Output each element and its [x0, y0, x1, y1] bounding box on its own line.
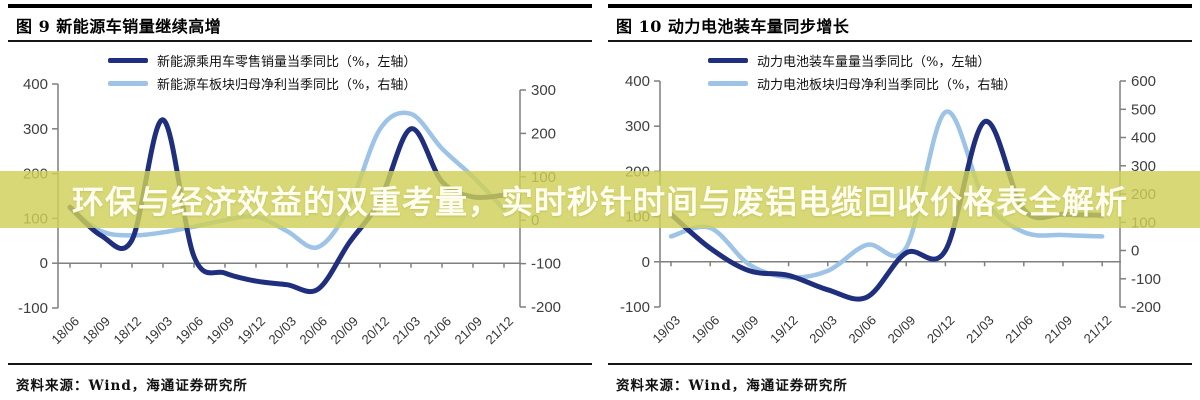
x-axis-label: 19/03 — [142, 314, 176, 348]
x-axis-label: 20/09 — [885, 313, 919, 347]
right-axis-tick-label: -200 — [531, 299, 561, 316]
figure-9-panel: 图 9 新能源车销量继续高增 4003002001000-10030020010… — [8, 0, 592, 400]
legend-item: 新能源乘用车零售销量当季同比（%，左轴） — [108, 49, 416, 72]
source-note: 资料来源：Wind，海通证券研究所 — [608, 363, 1192, 394]
banner-text: 环保与经济效益的双重考量，实时秒针时间与废铝电缆回收价格表全解析 — [71, 182, 1128, 221]
legend-label: 新能源车板块归母净利当季同比（%，右轴） — [157, 78, 417, 93]
x-axis-label: 20/06 — [846, 313, 880, 347]
x-axis-label: 19/09 — [204, 314, 238, 348]
x-axis-label: 21/09 — [452, 314, 486, 348]
x-axis-label: 21/06 — [1002, 313, 1036, 347]
right-axis-tick-label: 600 — [1131, 73, 1156, 90]
legend-line-swatch — [708, 58, 748, 63]
x-axis-label: 19/09 — [728, 313, 762, 347]
right-axis-tick-label: 400 — [1131, 130, 1156, 147]
series-line-light — [668, 109, 1105, 280]
series-line-light — [67, 110, 507, 250]
left-axis-tick-label: -100 — [18, 300, 48, 317]
left-axis-tick-label: 300 — [23, 121, 48, 138]
x-axis-label: 19/06 — [689, 313, 723, 347]
legend-label: 动力电池板块归母净利当季同比（%，右轴） — [757, 78, 1017, 93]
x-axis-label: 19/03 — [650, 313, 684, 347]
title-divider — [8, 40, 592, 42]
x-axis-label: 18/12 — [111, 314, 145, 348]
legend-line-swatch — [108, 58, 148, 63]
panel-top-rule — [608, 4, 1192, 8]
x-axis-label: 21/12 — [483, 314, 517, 348]
x-axis-label: 19/06 — [173, 314, 207, 348]
legend-label: 新能源乘用车零售销量当季同比（%，左轴） — [157, 55, 417, 70]
title-divider — [608, 40, 1192, 42]
legend-label: 动力电池装车量量当季同比（%，左轴） — [757, 55, 991, 70]
legend-item: 动力电池装车量量当季同比（%，左轴） — [708, 49, 1016, 72]
left-axis-tick-label: 400 — [625, 73, 650, 90]
x-axis-label: 21/03 — [963, 313, 997, 347]
right-axis-tick-label: -100 — [1131, 271, 1161, 288]
right-axis-tick-label: 300 — [531, 82, 556, 99]
left-axis-tick-label: 300 — [625, 118, 650, 135]
figure-title: 图 9 新能源车销量继续高增 — [16, 17, 222, 36]
left-axis-tick-label: 0 — [40, 255, 48, 272]
x-axis-label: 20/03 — [806, 313, 840, 347]
legend-item: 新能源车板块归母净利当季同比（%，右轴） — [108, 72, 416, 95]
legend-line-swatch — [708, 81, 748, 86]
legend-item: 动力电池板块归母净利当季同比（%，右轴） — [708, 72, 1016, 95]
right-axis-tick-label: -100 — [531, 256, 561, 273]
panel-top-rule — [8, 4, 592, 8]
x-axis-label: 21/12 — [1081, 313, 1115, 347]
x-axis-label: 20/09 — [328, 314, 362, 348]
x-axis-label: 20/12 — [924, 313, 958, 347]
right-axis-tick-label: 500 — [1131, 101, 1156, 118]
banner-overlay: 环保与经济效益的双重考量，实时秒针时间与废铝电缆回收价格表全解析 — [0, 171, 1200, 228]
right-axis-tick-label: -200 — [1131, 299, 1161, 316]
x-axis-label: 21/09 — [1042, 313, 1076, 347]
x-axis-label: 20/12 — [359, 314, 393, 348]
x-axis-label: 18/09 — [80, 314, 114, 348]
left-axis-tick-label: 400 — [23, 76, 48, 93]
x-axis-label: 19/12 — [767, 313, 801, 347]
x-axis-label: 20/03 — [266, 314, 300, 348]
source-note: 资料来源：Wind，海通证券研究所 — [8, 363, 592, 394]
x-axis-label: 19/12 — [235, 314, 269, 348]
right-axis-tick-label: 0 — [1131, 243, 1139, 260]
right-axis-tick-label: 200 — [531, 125, 556, 142]
left-axis-tick-label: -100 — [620, 299, 650, 316]
right-axis-tick-label: 300 — [1131, 158, 1156, 175]
line-chart: 4003002001000-1003002001000-100-20018/06… — [18, 76, 561, 348]
chart-legend: 动力电池装车量量当季同比（%，左轴） 动力电池板块归母净利当季同比（%，右轴） — [708, 49, 1016, 95]
legend-line-swatch — [108, 81, 148, 86]
x-axis-label: 21/06 — [421, 314, 455, 348]
x-axis-label: 18/06 — [49, 314, 83, 348]
figure-title: 图 10 动力电池装车量同步增长 — [616, 17, 850, 36]
x-axis-label: 21/03 — [390, 314, 424, 348]
chart-legend: 新能源乘用车零售销量当季同比（%，左轴） 新能源车板块归母净利当季同比（%，右轴… — [108, 49, 416, 95]
left-axis-tick-label: 0 — [642, 254, 650, 271]
x-axis-label: 20/06 — [297, 314, 331, 348]
